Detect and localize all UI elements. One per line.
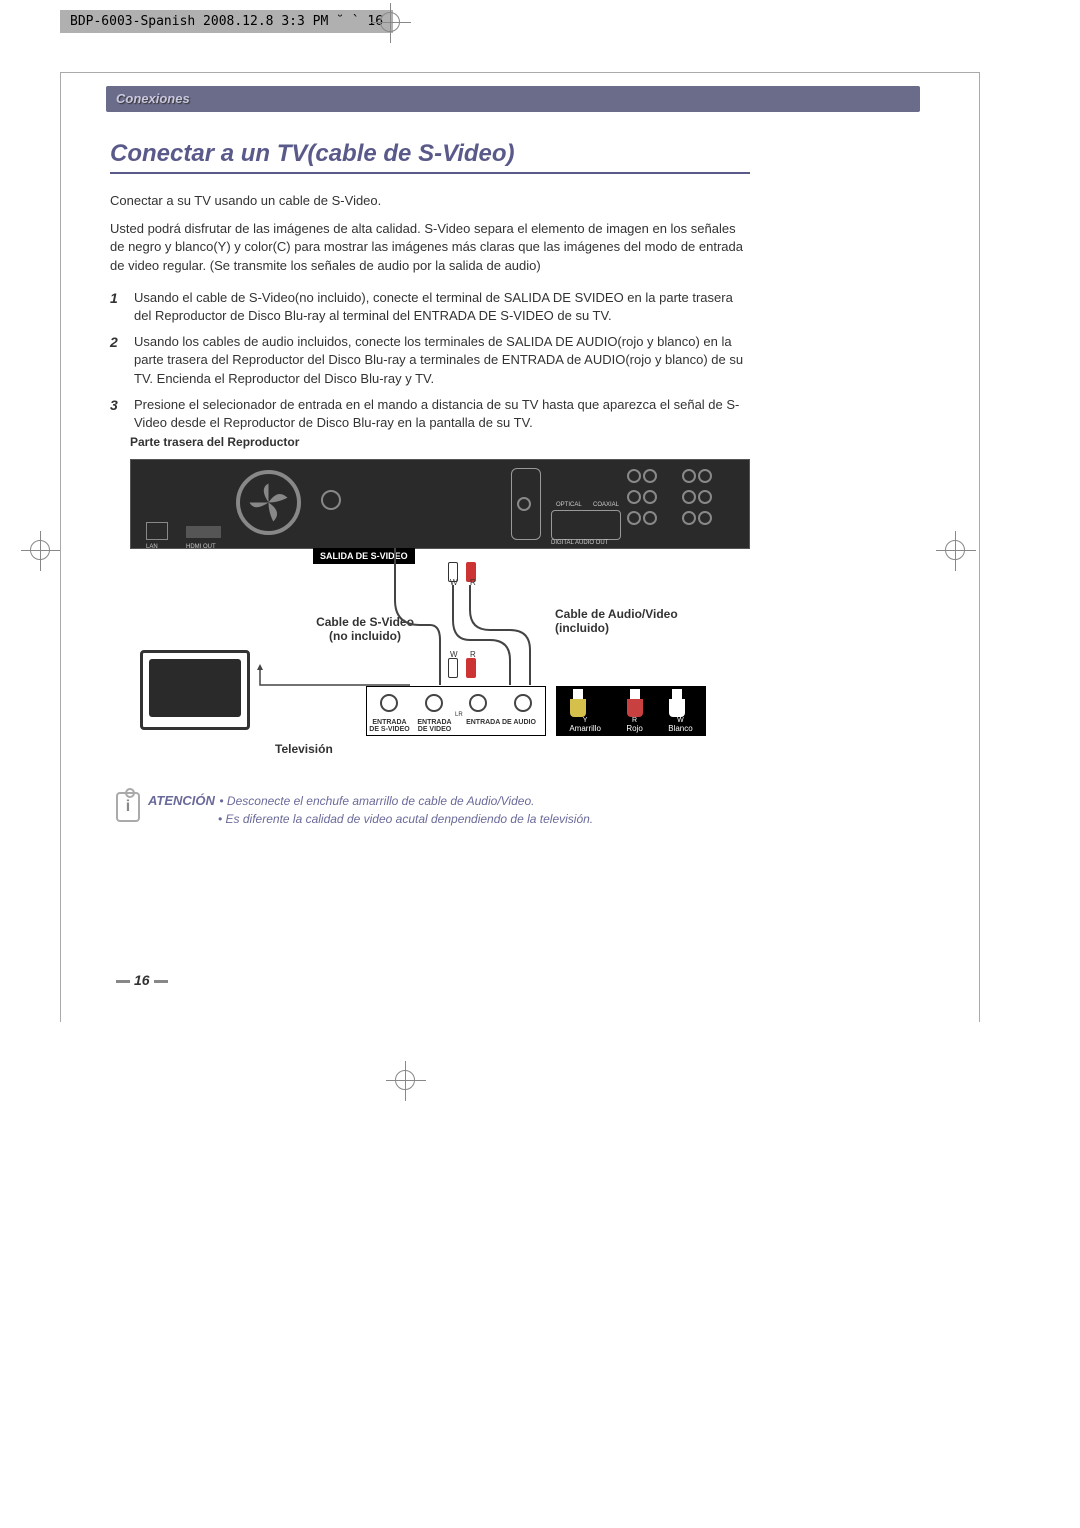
cable-av-l1: Cable de Audio/Video bbox=[555, 607, 678, 621]
tv-label: Televisión bbox=[275, 742, 333, 756]
salida-svideo-label: SALIDA DE S-VIDEO bbox=[313, 548, 415, 564]
step-item: 1 Usando el cable de S-Video(no incluido… bbox=[110, 289, 750, 325]
crop-mark-icon bbox=[395, 1070, 415, 1090]
power-port-icon bbox=[321, 490, 341, 510]
page-number: 16 bbox=[112, 972, 172, 988]
plug-label-w: W bbox=[450, 578, 458, 587]
bottom-plugs bbox=[448, 658, 476, 678]
info-icon: i bbox=[116, 792, 140, 822]
cable-av-label: Cable de Audio/Video (incluido) bbox=[555, 607, 725, 635]
plug-label-r: R bbox=[470, 578, 476, 587]
plug-red-icon bbox=[466, 658, 476, 678]
audio-l-jack-icon bbox=[469, 694, 487, 712]
step-text: Presione el selecionador de entrada en e… bbox=[134, 396, 750, 432]
optical-port-icon bbox=[551, 510, 621, 540]
crop-mark-icon bbox=[30, 540, 50, 560]
content-area: Conectar a un TV(cable de S-Video) Conec… bbox=[110, 140, 750, 440]
tv-input-panel: L R ENTRADA DE S-VIDEO ENTRADA DE VIDEO … bbox=[366, 686, 546, 736]
coaxial-label: COAXIAL bbox=[593, 502, 619, 508]
plug-label-amarillo: Amarrillo bbox=[569, 724, 601, 733]
attention-label: ATENCIÓN bbox=[148, 793, 215, 808]
svideo-jack-icon bbox=[380, 694, 398, 712]
component-out-ports bbox=[681, 468, 736, 540]
frame-line bbox=[60, 72, 979, 73]
step-text: Usando el cable de S-Video(no incluido),… bbox=[134, 289, 750, 325]
step-item: 2 Usando los cables de audio incluidos, … bbox=[110, 333, 750, 388]
step-text: Usando los cables de audio incluidos, co… bbox=[134, 333, 750, 388]
step-number: 1 bbox=[110, 289, 134, 325]
plug-label-blanco: Blanco bbox=[668, 724, 692, 733]
entrada-video-label: ENTRADA DE VIDEO bbox=[412, 718, 457, 734]
hdmi-port-icon bbox=[186, 526, 221, 538]
attention-note: i ATENCIÓN • Desconecte el enchufe amarr… bbox=[116, 792, 593, 828]
plug-white-icon bbox=[448, 658, 458, 678]
plug-label-rojo: Rojo bbox=[626, 724, 642, 733]
audio-r-jack-icon bbox=[514, 694, 532, 712]
page-title: Conectar a un TV(cable de S-Video) bbox=[110, 140, 750, 174]
frame-line bbox=[979, 72, 980, 1022]
diagram-title: Parte trasera del Reproductor bbox=[130, 435, 750, 449]
entrada-svideo-label: ENTRADA DE S-VIDEO bbox=[367, 718, 412, 734]
entrada-audio-label: ENTRADA DE AUDIO bbox=[457, 718, 545, 734]
intro-text-2: Usted podrá disfrutar de las imágenes de… bbox=[110, 220, 750, 275]
player-back-panel: LAN HDMI OUT OPTICAL COAXIAL DIGITAL AUD… bbox=[130, 459, 750, 549]
crop-mark-icon bbox=[380, 12, 400, 32]
tv-icon bbox=[140, 650, 250, 730]
plug-white-icon bbox=[668, 689, 686, 719]
hdmi-label: HDMI OUT bbox=[186, 544, 216, 550]
plug-label-w: W bbox=[450, 650, 458, 659]
crop-mark-icon bbox=[945, 540, 965, 560]
attention-bullet-1: • Desconecte el enchufe amarrillo de cab… bbox=[219, 794, 534, 808]
lan-label: LAN bbox=[146, 544, 158, 550]
cable-svideo-label: Cable de S-Video (no incluido) bbox=[295, 615, 435, 643]
diagram: Parte trasera del Reproductor LAN HDMI O… bbox=[130, 435, 750, 549]
plug-yellow-icon bbox=[569, 689, 587, 719]
optical-label: OPTICAL bbox=[556, 502, 582, 508]
section-header: Conexiones bbox=[106, 86, 920, 112]
plug-red-icon bbox=[626, 689, 644, 719]
step-item: 3 Presione el selecionador de entrada en… bbox=[110, 396, 750, 432]
step-list: 1 Usando el cable de S-Video(no incluido… bbox=[110, 289, 750, 432]
frame-line bbox=[60, 72, 61, 1022]
attention-bullet-2: • Es diferente la calidad de video acuta… bbox=[218, 811, 593, 828]
intro-text-1: Conectar a su TV usando un cable de S-Vi… bbox=[110, 192, 750, 210]
av-plugs-panel: Y Amarrillo R Rojo W Blanco bbox=[556, 686, 706, 736]
digital-label: DIGITAL AUDIO OUT bbox=[551, 540, 608, 546]
step-number: 3 bbox=[110, 396, 134, 432]
cable-av-l2: (incluido) bbox=[555, 621, 609, 635]
step-number: 2 bbox=[110, 333, 134, 388]
svideo-port-icon bbox=[511, 468, 541, 540]
audio-out-ports bbox=[626, 468, 676, 540]
cable-sv-l1: Cable de S-Video bbox=[316, 615, 414, 629]
fan-icon bbox=[236, 470, 301, 535]
video-jack-icon bbox=[425, 694, 443, 712]
cable-sv-l2: (no incluido) bbox=[329, 629, 401, 643]
header-stamp: BDP-6003-Spanish 2008.12.8 3:3 PM ˘ ` 16 bbox=[60, 10, 393, 33]
tv-screen bbox=[149, 659, 241, 717]
plug-label-r: R bbox=[470, 650, 476, 659]
lan-port-icon bbox=[146, 522, 168, 540]
